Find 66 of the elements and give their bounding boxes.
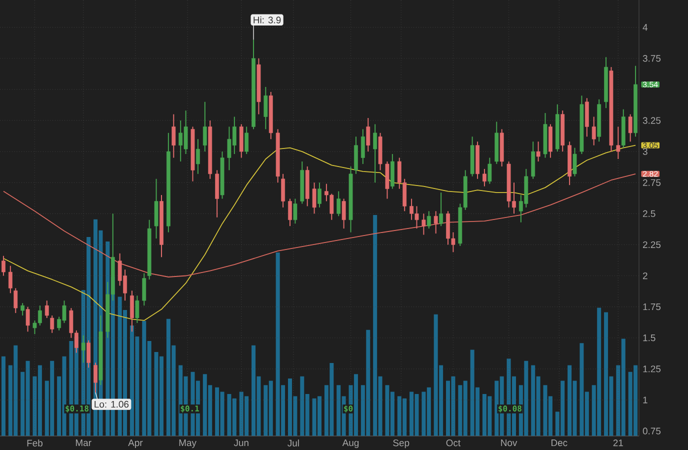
x-tick-label: Feb	[27, 440, 42, 446]
candlestick	[50, 315, 54, 334]
y-tick-label: 1.25	[643, 366, 661, 372]
candlestick	[288, 198, 292, 227]
candlestick	[592, 116, 596, 146]
candlestick	[488, 157, 492, 184]
candlestick	[26, 306, 30, 332]
candlestick	[572, 147, 577, 177]
candlestick	[202, 101, 207, 152]
candlestick	[81, 334, 86, 364]
y-tick-label: 0.75	[642, 428, 661, 434]
candlestick	[422, 213, 426, 236]
candlestick	[628, 114, 632, 142]
x-tick-label: Dec	[552, 440, 568, 446]
x-tick-label: Apr	[128, 440, 143, 448]
candlestick	[172, 114, 176, 158]
x-tick-label: May	[179, 440, 196, 448]
candlestick	[244, 126, 249, 155]
line-series	[3, 144, 636, 321]
annotation: Lo: 1.06	[94, 400, 129, 408]
x-tick-label: Nov	[501, 440, 518, 446]
candlestick	[439, 192, 444, 227]
candlestick	[434, 210, 438, 234]
x-tick-label: Oct	[446, 440, 461, 446]
candlestick	[616, 126, 620, 160]
candlestick	[86, 340, 91, 368]
y-tick-label: 4	[642, 24, 648, 31]
candlestick	[44, 300, 49, 318]
candlestick	[482, 168, 486, 187]
candlestick	[293, 198, 298, 224]
candlestick	[336, 190, 341, 217]
y-tick-label: 2	[643, 272, 648, 280]
y-tick-label: 3.25	[642, 117, 661, 124]
candlestick	[2, 255, 6, 276]
candlestick	[281, 173, 285, 208]
candlestick	[318, 182, 322, 208]
candlestick	[196, 138, 200, 174]
candlestick	[426, 210, 431, 230]
candlestick	[135, 295, 140, 324]
y-tick-label: 1.75	[643, 304, 661, 310]
candlestick	[142, 272, 146, 306]
bar	[1, 356, 6, 436]
candlestick	[20, 302, 25, 316]
candlestick	[366, 118, 370, 152]
annotation: Hi: 3.9	[254, 16, 281, 24]
x-tick-label: Aug	[342, 440, 359, 448]
y-tick-label: 1	[643, 396, 648, 404]
y-tick-label: 2.5	[643, 210, 656, 217]
y-tick-label: 3	[642, 148, 648, 155]
x-tick-label: Sep	[393, 440, 410, 448]
candlestick	[536, 141, 540, 162]
y-tick-label: 2.25	[643, 241, 661, 248]
y-tick-label: 3.75	[642, 55, 661, 62]
x-tick-label: Mar	[76, 440, 92, 446]
candlestick	[264, 86, 268, 130]
y-tick-label: 2.75	[643, 179, 661, 186]
candlestick	[360, 128, 365, 164]
candlestick	[342, 198, 346, 230]
candlestick	[14, 288, 18, 314]
x-tick-label: 21	[613, 440, 623, 446]
candlestick	[373, 124, 378, 184]
x-tick-label: Jun	[234, 440, 248, 446]
candlestick	[312, 182, 316, 214]
candlestick	[8, 265, 12, 294]
y-tick-label: 1.5	[643, 334, 656, 342]
x-tick-label: Jul	[288, 440, 299, 446]
